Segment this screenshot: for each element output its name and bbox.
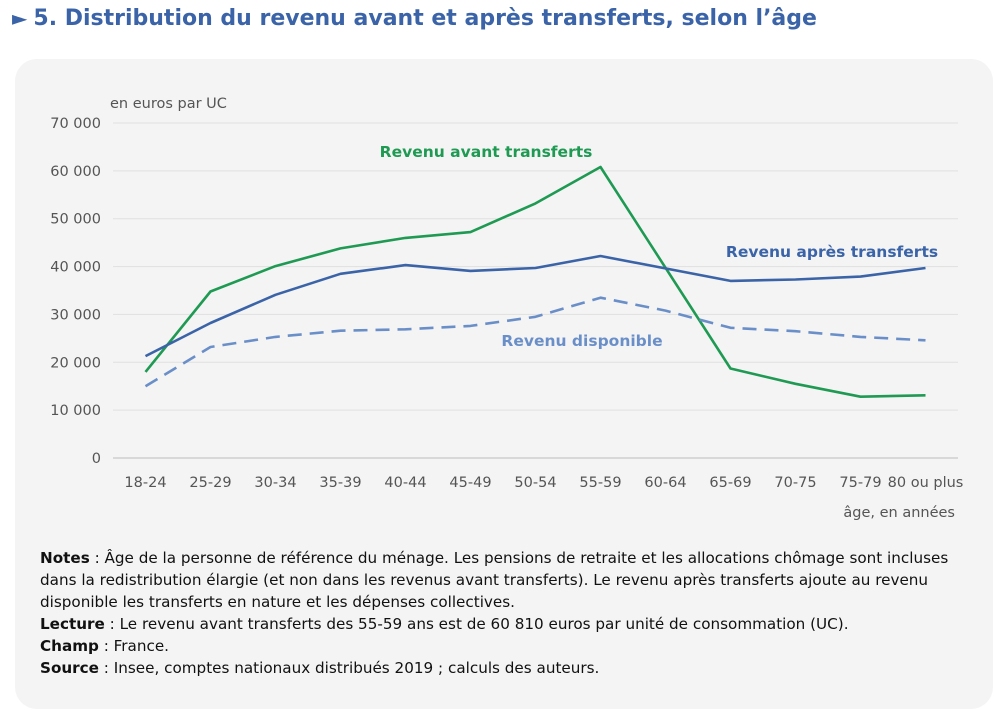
y-axis-ticks: 0 10 000 20 000 30 000 40 000 50 000 60 000 70 … <box>50 116 101 467</box>
x-axis-label: âge, en années <box>843 505 955 521</box>
arrow-marker-icon: ► <box>12 6 28 30</box>
note-text: : Âge de la personne de référence du mén… <box>40 549 949 611</box>
x-tick-label: 30-34 <box>254 475 296 491</box>
x-tick-label: 55-59 <box>579 475 621 491</box>
series-label-avant-transferts: Revenu avant transferts <box>380 143 593 161</box>
x-tick-label: 35-39 <box>319 475 361 491</box>
y-tick-label: 30 000 <box>50 307 101 323</box>
series-label-apres-transferts: Revenu après transferts <box>726 243 938 261</box>
line-chart: 0 10 000 20 000 30 000 40 000 50 000 60 000 70 … <box>50 96 963 521</box>
y-axis-label: en euros par UC <box>110 96 227 112</box>
y-tick-label: 50 000 <box>50 212 101 228</box>
x-tick-label: 65-69 <box>709 475 751 491</box>
x-tick-label: 60-64 <box>644 475 686 491</box>
x-tick-label: 75-79 <box>839 475 881 491</box>
x-tick-label: 70-75 <box>774 475 816 491</box>
note-lecture: Lecture : Le revenu avant transferts des… <box>40 613 970 635</box>
note-champ: Champ : France. <box>40 635 970 657</box>
chart-panel <box>15 59 993 709</box>
note-label: Source <box>40 659 99 677</box>
x-axis-ticks: 18-24 25-29 30-34 35-39 40-44 45-49 50-54 55-59… <box>124 475 963 491</box>
x-tick-label: 80 ou plus <box>888 475 964 491</box>
series-line-avant <box>144 165 926 399</box>
x-tick-label: 25-29 <box>189 475 231 491</box>
series-line-apres <box>144 254 926 358</box>
series-line-disponible <box>144 296 926 388</box>
chart-title-text: 5. Distribution du revenu avant et après… <box>33 6 817 31</box>
note-notes: Notes : Âge de la personne de référence … <box>40 547 970 613</box>
y-tick-label: 10 000 <box>50 403 101 419</box>
x-tick-label: 50-54 <box>514 475 556 491</box>
y-tick-label: 0 <box>92 451 101 467</box>
x-tick-label: 18-24 <box>124 475 166 491</box>
x-tick-label: 40-44 <box>384 475 426 491</box>
y-tick-label: 40 000 <box>50 260 101 276</box>
note-label: Lecture <box>40 615 105 633</box>
y-tick-label: 70 000 <box>50 116 101 132</box>
note-label: Notes <box>40 549 90 567</box>
gridlines <box>113 122 958 411</box>
y-tick-label: 20 000 <box>50 355 101 371</box>
x-tick-label: 45-49 <box>449 475 491 491</box>
note-text: : France. <box>98 637 170 655</box>
note-source: Source : Insee, comptes nationaux distri… <box>40 657 970 679</box>
notes-block: Notes : Âge de la personne de référence … <box>40 547 970 679</box>
note-text: : Le revenu avant transferts des 55-59 a… <box>104 615 849 633</box>
y-tick-label: 60 000 <box>50 164 101 180</box>
note-label: Champ <box>40 637 99 655</box>
series-label-revenu-disponible: Revenu disponible <box>501 332 662 350</box>
series-lines <box>144 165 926 399</box>
chart-title: ► 5. Distribution du revenu avant et aprè… <box>12 6 817 31</box>
note-text: : Insee, comptes nationaux distribués 20… <box>98 659 600 677</box>
